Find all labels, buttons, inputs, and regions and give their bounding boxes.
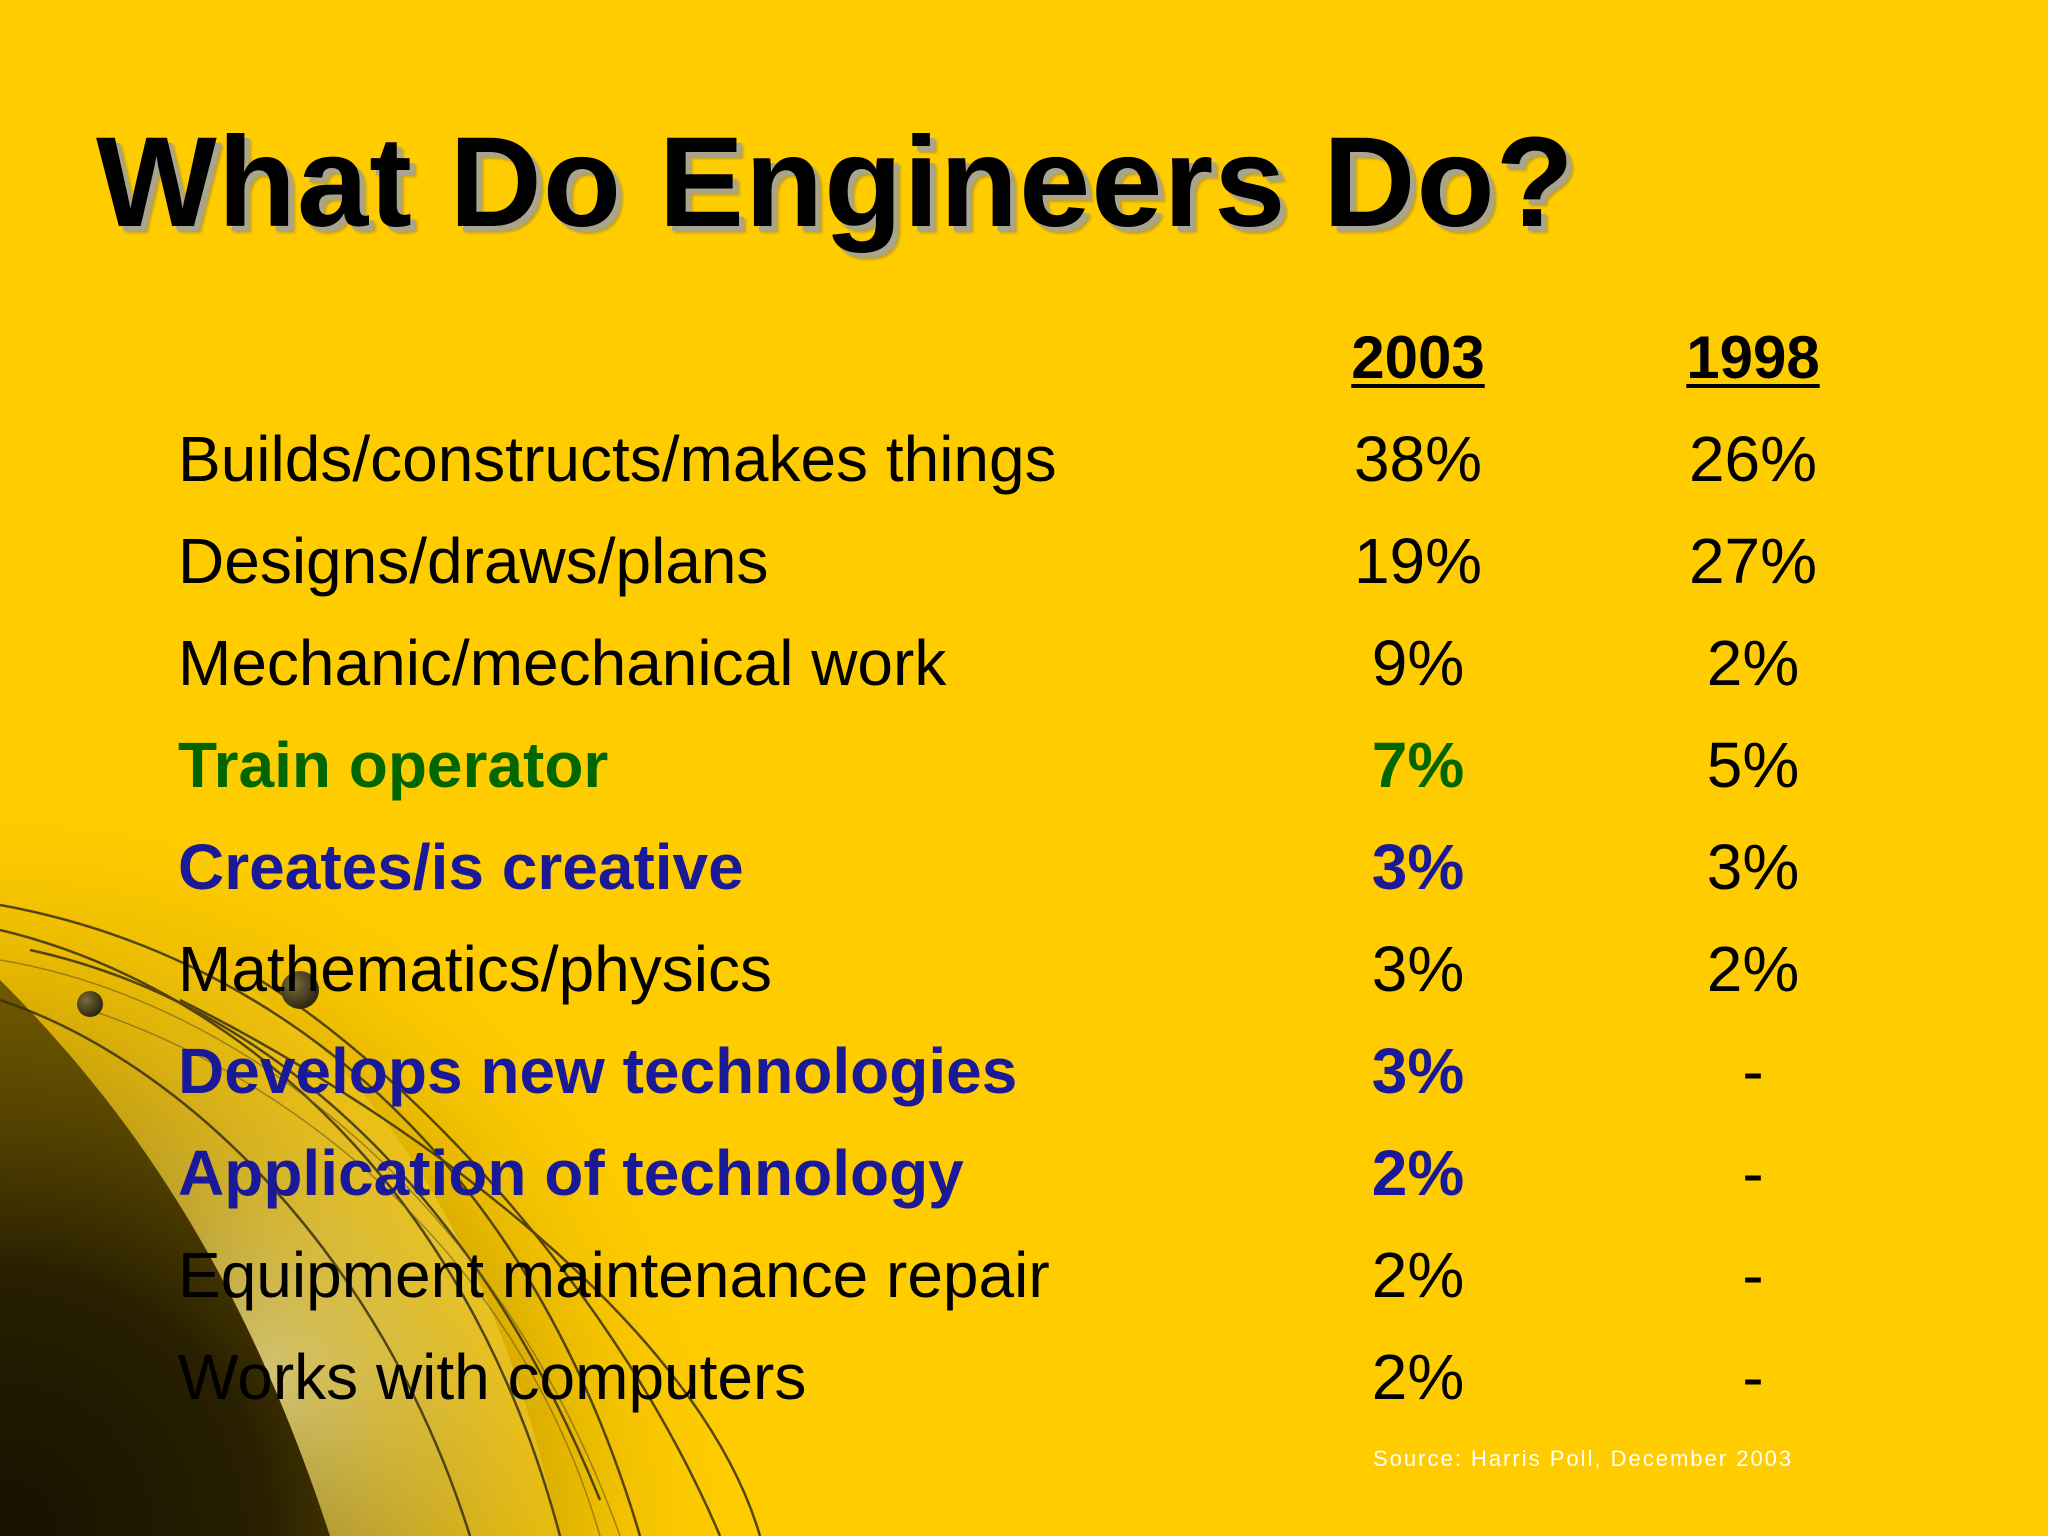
row-label: Train operator xyxy=(178,729,609,801)
value-2003: 3% xyxy=(1371,831,1465,903)
row-label: Builds/constructs/makes things xyxy=(178,423,1057,495)
table-row: Designs/draws/plans 19% 27% xyxy=(0,510,2048,612)
value-1998: - xyxy=(1742,1035,1764,1107)
value-1998: 5% xyxy=(1706,729,1800,801)
source-citation: Source: Harris Poll, December 2003 xyxy=(1373,1446,1794,1471)
column-header-2003: 2003 xyxy=(1351,324,1485,391)
value-2003: 3% xyxy=(1371,1035,1465,1107)
table-row: Mechanic/mechanical work 9% 2% xyxy=(0,612,2048,714)
row-label: Mechanic/mechanical work xyxy=(178,627,947,699)
table-row: Application of technology 2% - xyxy=(0,1122,2048,1224)
table-row: Creates/is creative 3% 3% xyxy=(0,816,2048,918)
table-row: Mathematics/physics 3% 2% xyxy=(0,918,2048,1020)
table-row: Equipment maintenance repair 2% - xyxy=(0,1224,2048,1326)
value-2003: 2% xyxy=(1371,1137,1465,1209)
row-label: Creates/is creative xyxy=(178,831,744,903)
table-row: Train operator 7% 5% xyxy=(0,714,2048,816)
value-1998: 2% xyxy=(1706,933,1800,1005)
value-2003: 38% xyxy=(1353,423,1483,495)
row-label: Mathematics/physics xyxy=(178,933,772,1005)
value-1998: 27% xyxy=(1688,525,1818,597)
column-header-1998: 1998 xyxy=(1686,324,1820,391)
value-1998: 2% xyxy=(1706,627,1800,699)
value-2003: 7% xyxy=(1371,729,1465,801)
row-label: Works with computers xyxy=(178,1341,807,1413)
row-label: Develops new technologies xyxy=(178,1035,1018,1107)
value-2003: 2% xyxy=(1371,1341,1465,1413)
value-2003: 2% xyxy=(1371,1239,1465,1311)
table-row: Works with computers 2% - xyxy=(0,1326,2048,1428)
value-2003: 3% xyxy=(1371,933,1465,1005)
row-label: Equipment maintenance repair xyxy=(178,1239,1050,1311)
row-label: Application of technology xyxy=(178,1137,964,1209)
value-2003: 19% xyxy=(1353,525,1483,597)
value-1998: 26% xyxy=(1688,423,1818,495)
table-row: Builds/constructs/makes things 38% 26% xyxy=(0,408,2048,510)
slide-title: What Do Engineers Do? xyxy=(96,111,1575,254)
value-1998: - xyxy=(1742,1341,1764,1413)
value-1998: 3% xyxy=(1706,831,1800,903)
value-1998: - xyxy=(1742,1239,1764,1311)
row-label: Designs/draws/plans xyxy=(178,525,769,597)
value-2003: 9% xyxy=(1371,627,1465,699)
table-row: Develops new technologies 3% - xyxy=(0,1020,2048,1122)
value-1998: - xyxy=(1742,1137,1764,1209)
